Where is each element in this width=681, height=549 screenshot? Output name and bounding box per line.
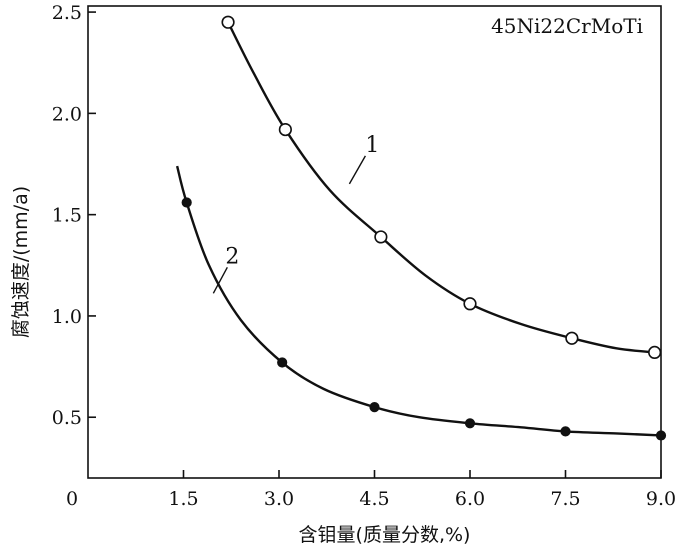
curve-labels: 12 [212, 133, 379, 294]
series-1-point [221, 15, 235, 29]
series-2-curve [175, 165, 662, 437]
series-1-point [463, 297, 477, 311]
series-1-curve [226, 21, 655, 354]
series-2-point [181, 197, 192, 208]
x-tick-label: 4.5 [359, 488, 389, 510]
y-axis-title: 腐蚀速度/(mm/a) [10, 186, 32, 338]
x-tick-label: 3.0 [264, 488, 294, 510]
x-axis-title: 含钼量(质量分数,%) [299, 524, 471, 546]
series-2-point [369, 401, 380, 413]
series-2-leader [212, 266, 228, 294]
series-1-point [374, 230, 388, 244]
series-1-leader [348, 155, 367, 185]
series-2-point [560, 426, 571, 437]
origin-label: 0 [66, 488, 78, 510]
series-2-point [464, 418, 476, 429]
y-tick-label: 2.5 [52, 2, 82, 24]
x-tick-label: 7.5 [550, 488, 580, 510]
y-tick-label: 0.5 [52, 407, 82, 429]
series-2-point [655, 430, 667, 441]
chart-annotation: 45Ni22CrMoTi [491, 14, 643, 38]
markers [181, 15, 667, 441]
x-tick-label: 9.0 [646, 488, 676, 510]
curves [175, 21, 662, 437]
x-tick-label: 1.5 [168, 488, 198, 510]
x-tick-label: 6.0 [455, 488, 485, 510]
y-tick-label: 1.0 [52, 306, 82, 328]
y-tick-label: 1.5 [52, 205, 82, 227]
series-1-point [278, 122, 292, 137]
ticks [88, 11, 662, 478]
y-tick-label: 2.0 [52, 103, 82, 125]
tick-labels: 1.5 3.0 4.5 6.0 7.5 9.0 0.5 1.0 1.5 2.0 2.5 [52, 2, 676, 510]
series-2-label: 2 [225, 244, 239, 269]
series-1-point [565, 331, 579, 345]
series-1-point [648, 345, 662, 360]
series-1-label: 1 [365, 133, 379, 158]
series-2-point [277, 357, 288, 368]
